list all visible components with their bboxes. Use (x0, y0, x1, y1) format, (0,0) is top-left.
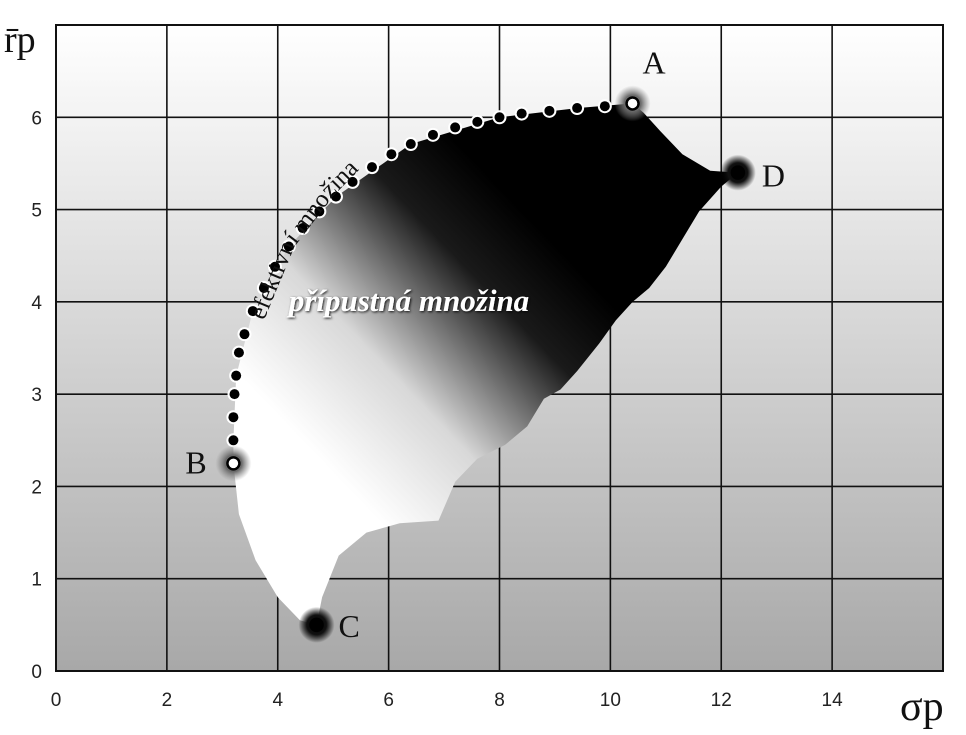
frontier-dot (239, 329, 249, 339)
x-tick-label: 8 (494, 690, 505, 711)
y-axis-label: r̄p (4, 19, 36, 61)
y-tick-label: 5 (31, 201, 42, 222)
point-label: A (643, 44, 666, 80)
y-tick-label: 1 (31, 570, 42, 591)
frontier-dot (228, 435, 238, 445)
x-tick-labels: 0 2 4 6 8 10 12 14 (51, 690, 843, 711)
y-tick-labels: 0 1 2 3 4 5 6 (31, 108, 42, 683)
y-tick-label: 3 (31, 385, 42, 406)
frontier-dot (600, 101, 610, 111)
frontier-dot (428, 130, 438, 140)
x-axis-label: σp (900, 684, 944, 730)
x-tick-label: 14 (822, 690, 844, 711)
frontier-dot (450, 122, 460, 132)
y-tick-label: 0 (31, 662, 42, 683)
point-label: D (762, 158, 785, 194)
point-core (227, 457, 239, 469)
frontier-dot (231, 371, 241, 381)
point-label: C (339, 608, 360, 644)
x-tick-label: 2 (162, 690, 173, 711)
point-core (627, 97, 639, 109)
x-tick-label: 10 (600, 690, 621, 711)
point-core (732, 167, 744, 179)
frontier-dot (495, 112, 505, 122)
y-tick-label: 6 (31, 108, 42, 129)
frontier-dot (367, 162, 377, 172)
x-tick-label: 4 (272, 690, 283, 711)
frontier-dot (517, 109, 527, 119)
frontier-dot (230, 389, 240, 399)
frontier-dot (228, 412, 238, 422)
x-tick-label: 6 (383, 690, 394, 711)
frontier-dot (234, 348, 244, 358)
frontier-dot (544, 106, 554, 116)
point-label: B (185, 444, 206, 480)
frontier-dot (472, 117, 482, 127)
y-tick-label: 4 (31, 293, 42, 314)
y-tick-label: 2 (31, 477, 42, 498)
x-tick-label: 0 (51, 690, 62, 711)
point-core (311, 619, 323, 631)
frontier-dot (572, 103, 582, 113)
frontier-dot (406, 139, 416, 149)
frontier-dot (386, 149, 396, 159)
x-tick-label: 12 (711, 690, 732, 711)
feasible-region-label: přípustná množina (286, 283, 529, 318)
